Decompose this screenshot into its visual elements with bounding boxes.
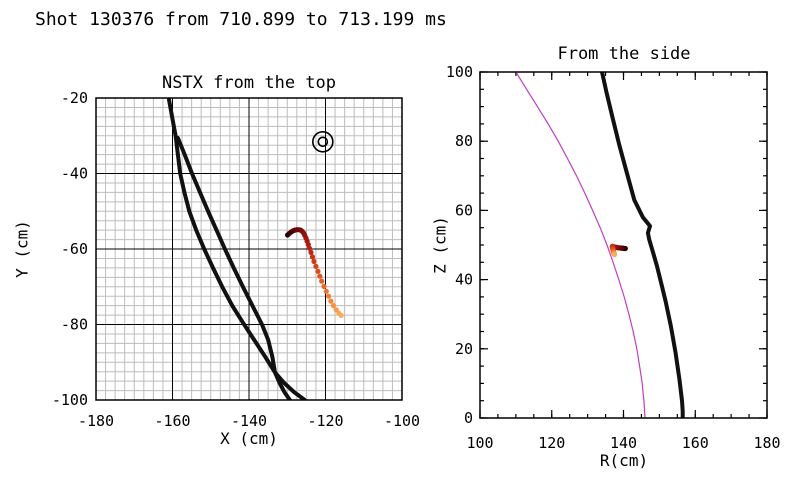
side-view-title: From the side [557,44,691,64]
grid-major [95,97,403,401]
x-tick-label: -160 [154,412,190,430]
vessel-wall [600,72,685,418]
y-tick-label: 20 [455,340,473,358]
plot-border [479,71,768,419]
flux-surface [515,72,646,418]
tick-labels: -180 -160 -140 -120 -100 -100 -80 -60 -40 -20 [52,89,420,430]
x-tick-label: 140 [610,434,637,452]
side-view-plot: 100 120 140 160 180 0 20 40 60 80 100 [446,63,781,452]
beamline-edge-2 [175,136,292,400]
y-tick-label: -60 [61,240,88,258]
top-view-plot: -180 -160 -140 -120 -100 -100 -80 -60 -40 -20 [52,89,420,430]
x-tick-label: -140 [231,412,267,430]
y-tick-label: 60 [455,201,473,219]
y-tick-label: 80 [455,132,473,150]
top-view-xlabel: X (cm) [220,429,278,448]
axis-ticks [479,71,768,419]
x-tick-label: -120 [307,412,343,430]
side-view-xlabel: R(cm) [599,451,649,470]
bullseye-marker [312,130,334,153]
top-view-ylabel: Y (cm) [12,220,32,278]
tick-labels: 100 120 140 160 180 0 20 40 60 80 100 [446,63,781,452]
y-tick-label: -80 [61,316,88,334]
x-tick-label: 160 [682,434,709,452]
particle-trajectory-dots [609,243,628,258]
x-tick-label: -180 [78,412,114,430]
main-title: Shot 130376 from 710.899 to 713.199 ms [35,9,447,30]
plot-border [95,97,403,401]
y-tick-label: -40 [61,165,88,183]
particle-trajectory-dots [285,227,344,318]
x-tick-label: -100 [384,412,420,430]
y-tick-label: -100 [52,391,88,409]
side-view-ylabel: Z (cm) [430,216,450,274]
top-view-title: NSTX from the top [162,73,336,93]
y-tick-label: 40 [455,271,473,289]
y-tick-label: 100 [446,63,473,81]
x-tick-label: 120 [538,434,565,452]
x-tick-label: 180 [753,434,780,452]
y-tick-label: -20 [61,89,88,107]
x-tick-label: 100 [466,434,493,452]
y-tick-label: 0 [464,409,473,427]
